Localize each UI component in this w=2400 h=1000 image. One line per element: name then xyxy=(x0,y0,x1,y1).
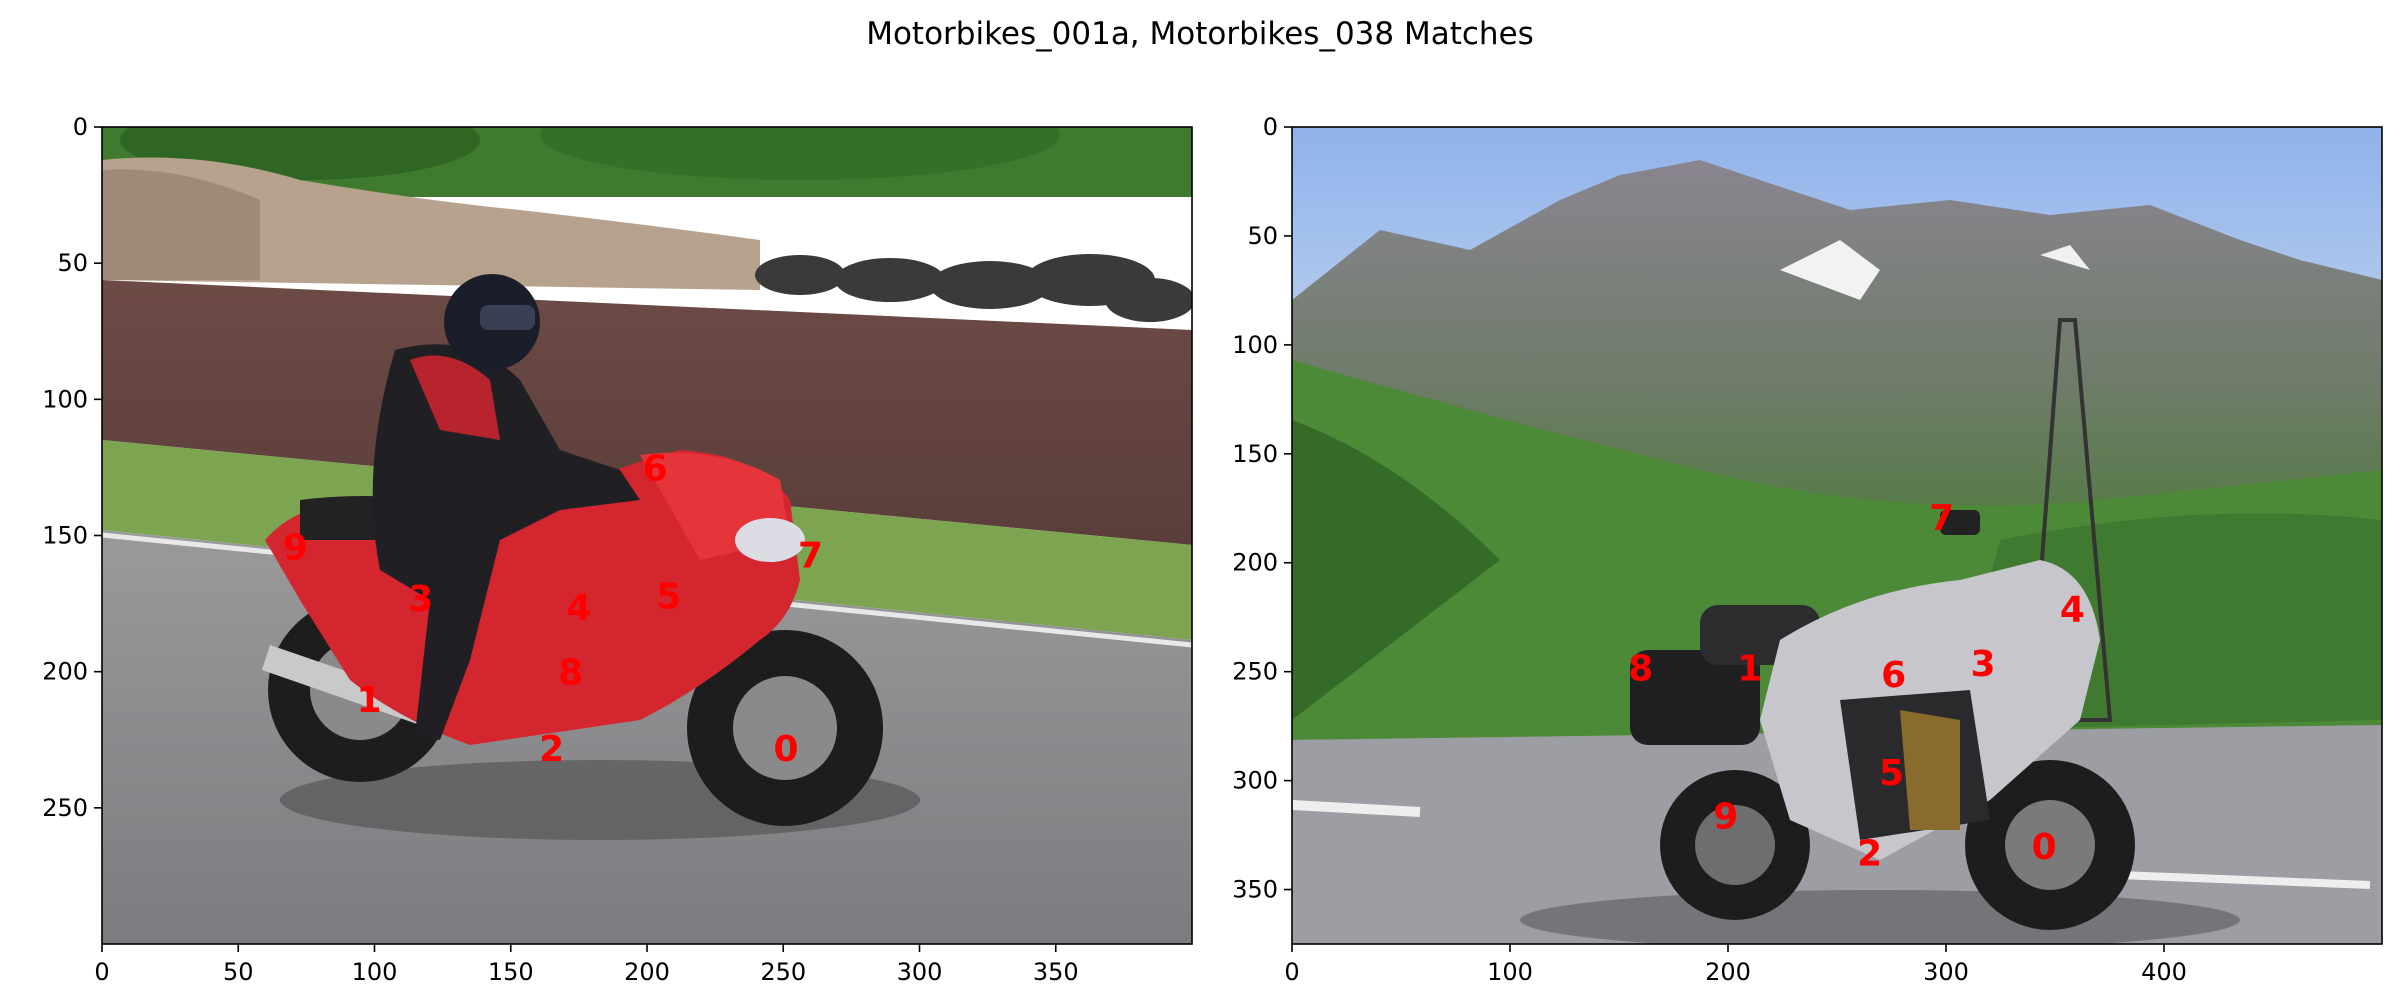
left-keypoint-label: 3 xyxy=(408,579,433,620)
left-y-tick-label: 200 xyxy=(42,658,88,686)
right-x-tick-label: 100 xyxy=(1487,958,1533,986)
right-y-tick-label: 100 xyxy=(1232,331,1278,359)
left-keypoint-label: 7 xyxy=(798,536,823,577)
left-y-tick-label: 100 xyxy=(42,385,88,413)
left-keypoint-label: 1 xyxy=(357,680,382,721)
left-x-ticks: 0 50 100 150 200 250 300 350 xyxy=(94,944,1079,986)
right-y-tick-label: 200 xyxy=(1232,549,1278,577)
left-keypoint-label: 0 xyxy=(773,729,798,770)
right-keypoint-label: 2 xyxy=(1857,833,1882,874)
right-y-tick-label: 50 xyxy=(1247,222,1278,250)
left-x-tick-label: 350 xyxy=(1033,958,1079,986)
right-x-tick-label: 400 xyxy=(2141,958,2187,986)
left-x-tick-label: 0 xyxy=(94,958,109,986)
right-keypoint-label: 3 xyxy=(1971,644,1996,685)
left-keypoint-label: 5 xyxy=(656,576,681,617)
right-panel: 0 100 200 300 400 0 50 100 150 200 250 300 350 0 1 2 3… xyxy=(1232,113,2383,986)
right-x-tick-label: 300 xyxy=(1923,958,1969,986)
right-x-tick-label: 200 xyxy=(1705,958,1751,986)
left-keypoint-label: 6 xyxy=(643,448,668,489)
right-photo xyxy=(1292,127,2382,944)
left-y-tick-label: 250 xyxy=(42,794,88,822)
figure-title: Motorbikes_001a, Motorbikes_038 Matches xyxy=(866,16,1534,52)
right-keypoint-label: 0 xyxy=(2032,827,2057,868)
left-keypoint-label: 4 xyxy=(566,587,591,628)
right-x-ticks: 0 100 200 300 400 xyxy=(1284,944,2187,986)
left-y-ticks: 0 50 100 150 200 250 xyxy=(42,113,102,822)
left-y-tick-label: 0 xyxy=(73,113,88,141)
left-keypoint-label: 9 xyxy=(283,527,308,568)
right-keypoint-label: 4 xyxy=(2060,589,2085,630)
right-keypoints: 0 1 2 3 4 5 6 7 8 9 xyxy=(1628,498,2085,875)
left-keypoints: 0 1 2 3 4 5 6 7 8 9 xyxy=(283,448,823,770)
left-keypoint-label: 8 xyxy=(558,653,583,694)
right-y-ticks: 0 50 100 150 200 250 300 350 xyxy=(1232,113,1292,904)
right-keypoint-label: 6 xyxy=(1881,655,1906,696)
left-y-tick-label: 50 xyxy=(57,249,88,277)
left-y-tick-label: 150 xyxy=(42,522,88,550)
right-y-tick-label: 150 xyxy=(1232,440,1278,468)
right-y-tick-label: 250 xyxy=(1232,658,1278,686)
right-keypoint-label: 9 xyxy=(1713,796,1738,837)
left-x-tick-label: 250 xyxy=(760,958,806,986)
left-x-tick-label: 50 xyxy=(223,958,254,986)
right-keypoint-label: 8 xyxy=(1628,648,1653,689)
left-keypoint-label: 2 xyxy=(539,729,564,770)
right-y-tick-label: 350 xyxy=(1232,876,1278,904)
right-axes-frame xyxy=(1291,126,2383,945)
left-photo xyxy=(102,127,1192,944)
left-x-tick-label: 200 xyxy=(624,958,670,986)
right-y-tick-label: 0 xyxy=(1263,113,1278,141)
right-keypoint-label: 7 xyxy=(1929,498,1954,539)
left-x-tick-label: 300 xyxy=(897,958,943,986)
left-x-tick-label: 150 xyxy=(488,958,534,986)
right-keypoint-label: 5 xyxy=(1879,753,1904,794)
left-x-tick-label: 100 xyxy=(352,958,398,986)
right-x-tick-label: 0 xyxy=(1284,958,1299,986)
left-panel: 0 50 100 150 200 250 300 350 0 50 100 150 200 250 0 1… xyxy=(42,113,1193,986)
right-keypoint-label: 1 xyxy=(1737,648,1762,689)
right-y-tick-label: 300 xyxy=(1232,767,1278,795)
